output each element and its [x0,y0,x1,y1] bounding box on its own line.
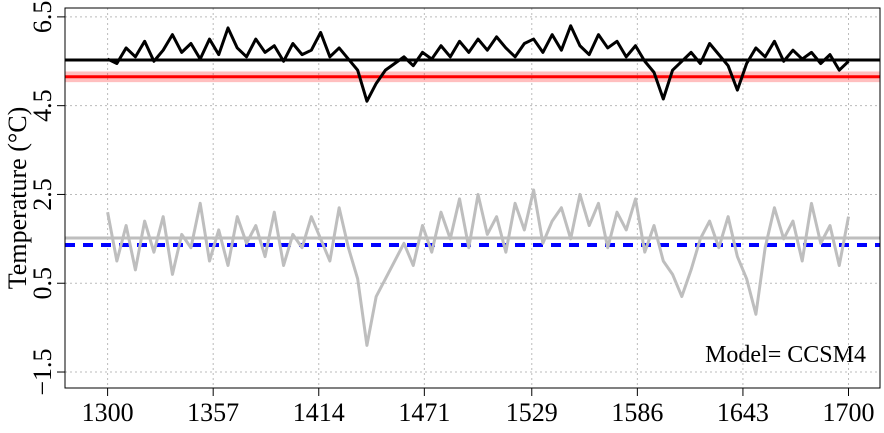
y-tick-label: 4.5 [28,89,57,122]
x-tick-label: 1586 [611,398,663,427]
x-tick-label: 1700 [823,398,875,427]
y-axis-label: Temperature (°C) [3,107,32,290]
x-tick-label: 1471 [398,398,450,427]
x-tick-label: 1414 [293,398,345,427]
y-tick-label: 0.5 [28,267,57,300]
series-line [106,188,850,347]
annotation: Model= CCSM4 [705,342,866,368]
y-tick-label: 6.5 [28,1,57,34]
x-tick-label: 1643 [717,398,769,427]
y-tick-label: 2.5 [28,178,57,211]
x-tick-label: 1300 [82,398,134,427]
x-tick-label: 1357 [187,398,239,427]
series-line [106,24,850,103]
x-tick-label: 1529 [506,398,558,427]
y-tick-label: −1.5 [28,348,57,395]
plot-frame [64,7,881,389]
